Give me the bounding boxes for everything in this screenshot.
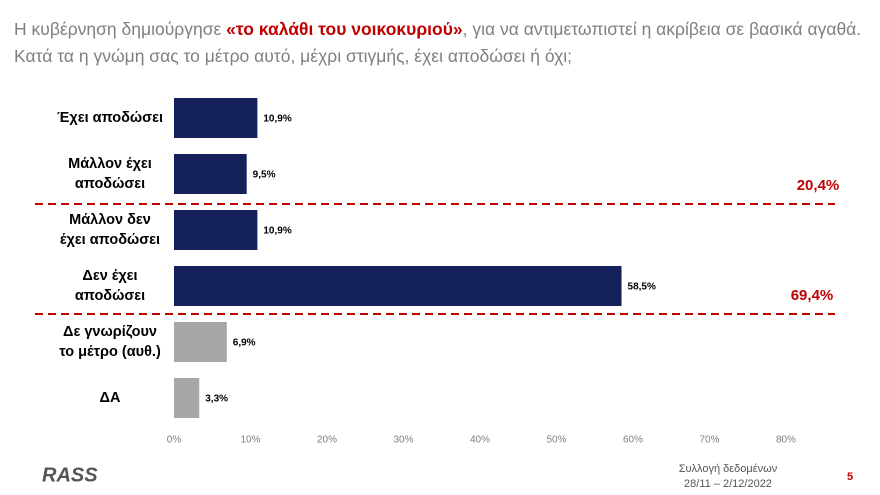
x-tick-label: 70% [699,435,719,446]
value-label: 10,9% [263,114,291,125]
source-dates: 28/11 – 2/12/2022 [684,478,772,490]
x-tick-label: 20% [317,435,337,446]
source-label: Συλλογή δεδομένων [679,463,778,475]
x-tick-label: 10% [240,435,260,446]
bar [174,266,622,306]
bar [174,378,200,418]
value-label: 9,5% [253,170,276,181]
value-label: 3,3% [205,394,228,405]
bar [174,98,258,138]
group-total: 20,4% [797,177,840,194]
category-label: Μάλλον έχει αποδώσει [68,156,152,192]
title-highlight: «το καλάθι του νοικοκυριού» [226,19,463,39]
x-tick-label: 50% [546,435,566,446]
category-label: Δεν έχει αποδώσει [74,268,146,304]
logo: RASS [42,464,98,486]
x-tick-label: 30% [393,435,413,446]
title: Η κυβέρνηση δημιούργησε «το καλάθι του ν… [14,16,874,70]
bar [174,154,247,194]
value-label: 6,9% [233,338,256,349]
title-text: Η κυβέρνηση δημιούργησε [14,19,227,39]
x-tick-label: 80% [776,435,796,446]
title-text: , για να αντιμετωπιστεί η ακρίβεια σε βα… [14,19,862,66]
value-label: 58,5% [628,282,656,293]
x-tick-label: 0% [167,435,182,446]
x-tick-label: 40% [470,435,490,446]
group-total: 69,4% [791,287,834,304]
value-label: 10,9% [263,226,291,237]
category-label: ΔΑ [99,390,121,406]
page-number: 5 [847,471,853,483]
bar [174,210,258,250]
category-label: Μάλλον δεν έχει αποδώσει [59,212,161,248]
category-label: Δε γνωρίζουν το μέτρο (αυθ.) [59,324,161,360]
x-tick-label: 60% [623,435,643,446]
category-label: Έχει αποδώσει [57,110,163,126]
bar [174,322,227,362]
